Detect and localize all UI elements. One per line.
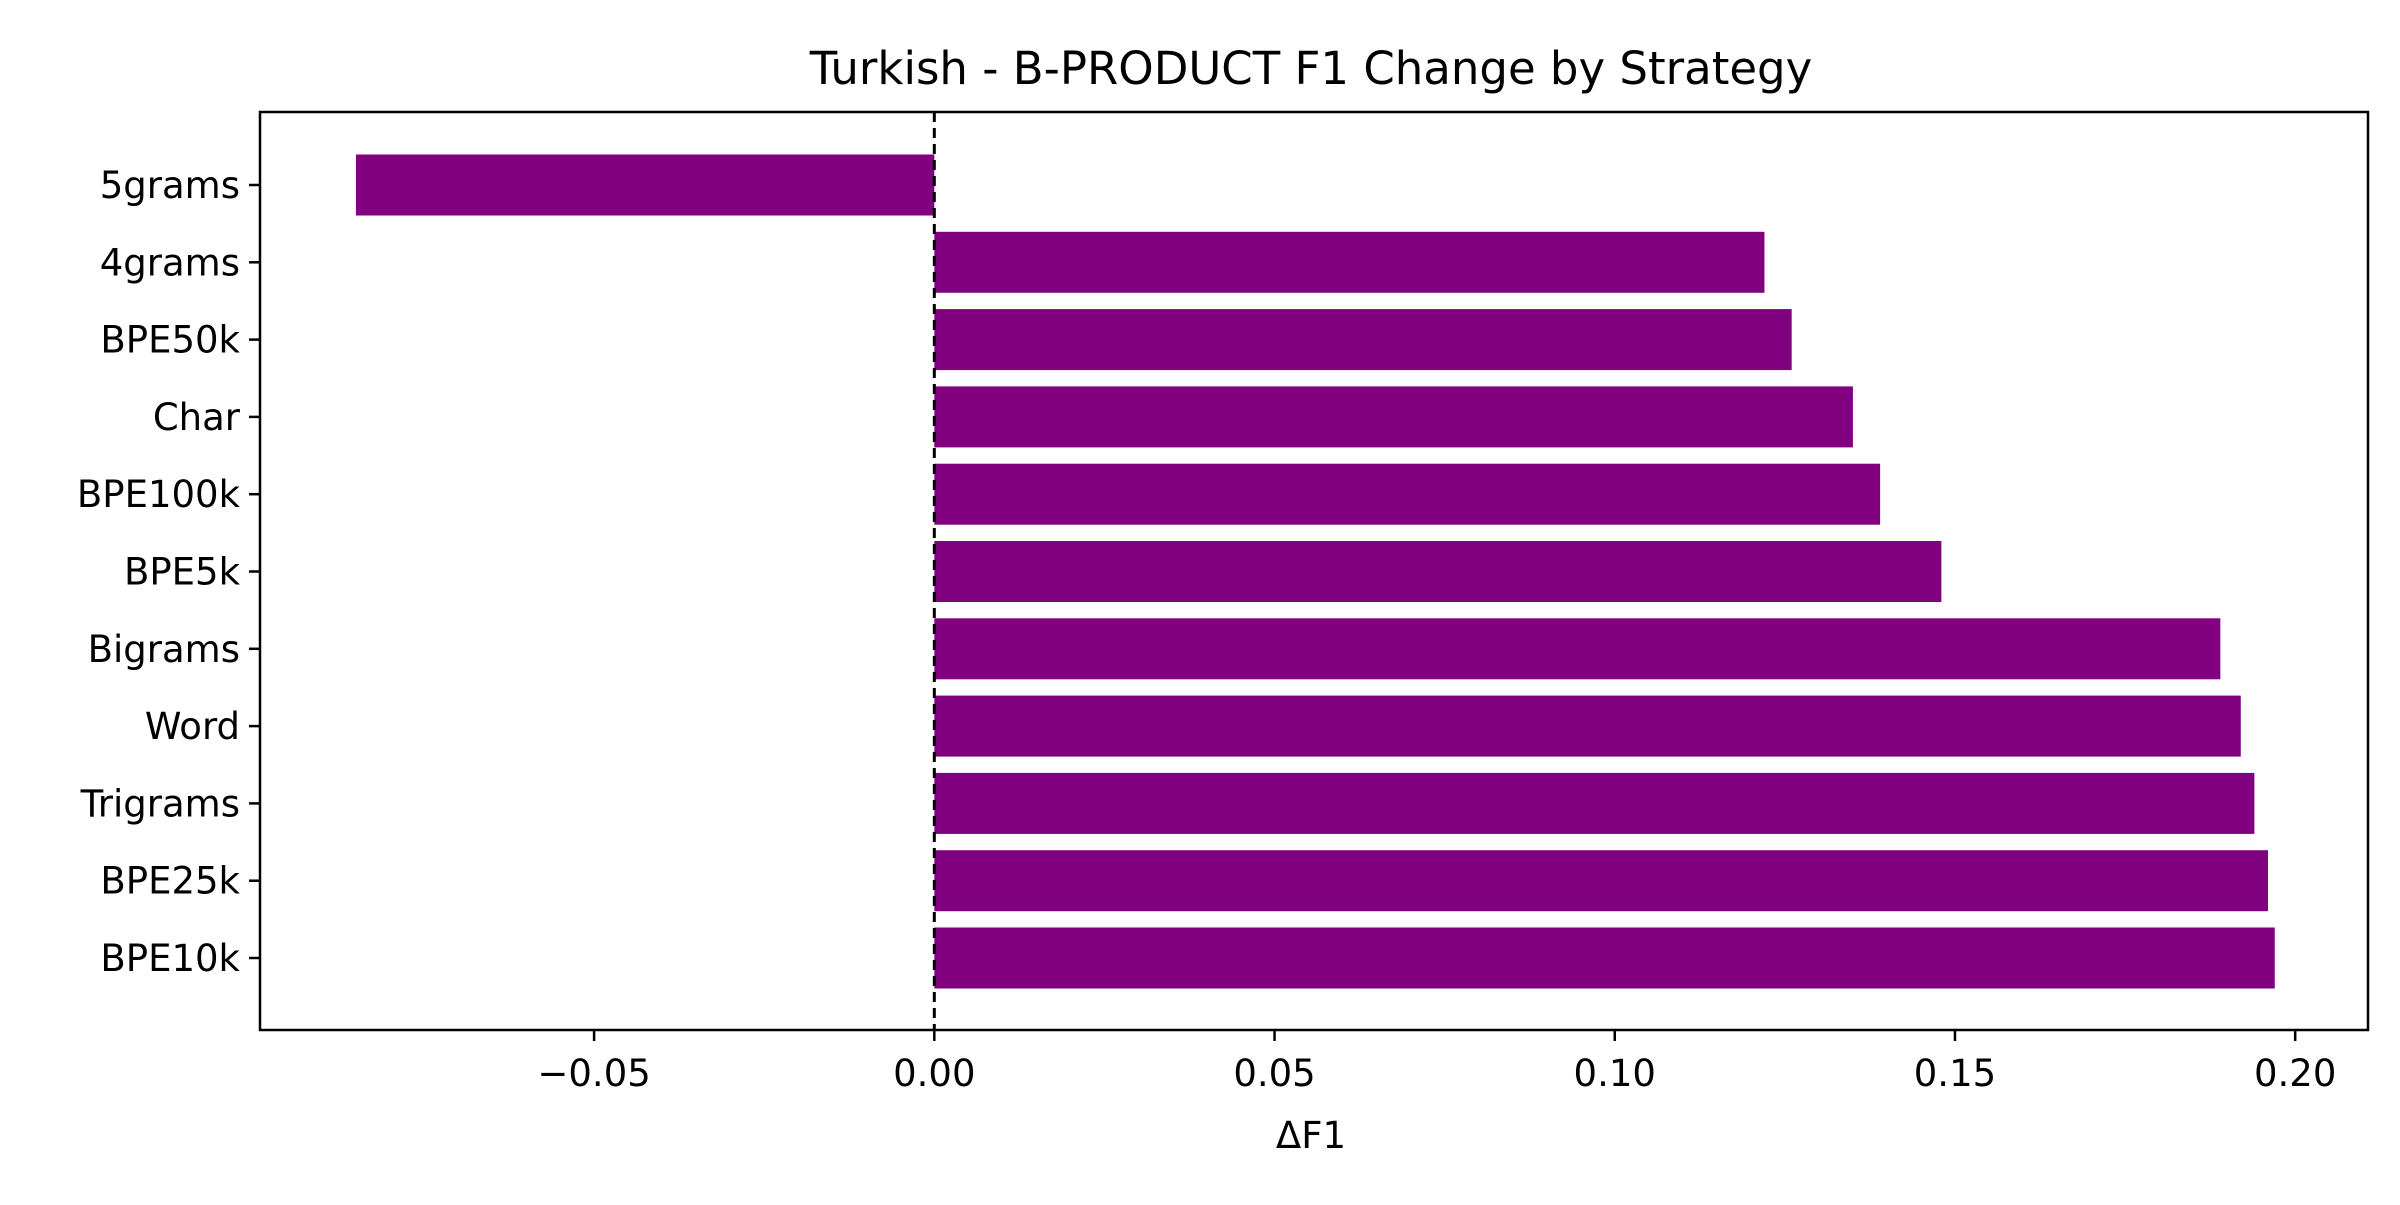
bar-bpe5k [934, 541, 1942, 602]
y-tick-label: 4grams [100, 241, 240, 284]
bar-trigrams [934, 772, 2255, 834]
bar-bigrams [934, 618, 2221, 680]
ticks-layer: 5grams 4grams BPE50k Char BPE100k BPE5k Bigram… [77, 164, 2337, 1095]
y-tick-label: 5grams [100, 164, 240, 207]
x-axis-label: ΔF1 [1276, 1114, 1346, 1157]
y-tick-label: Trigrams [80, 782, 240, 825]
y-tick-label: Word [145, 705, 240, 748]
bar-5grams [355, 154, 935, 216]
bar-bpe100k [934, 463, 1881, 525]
bar-bpe50k [934, 309, 1792, 371]
bar-bpe25k [934, 850, 2268, 912]
bar-4grams [934, 231, 1765, 293]
y-tick-label: BPE10k [100, 937, 240, 980]
bar-word [934, 695, 2241, 757]
x-tick-label: 0.10 [1574, 1052, 1656, 1095]
bars-layer [355, 154, 2275, 989]
plot-frame [258, 110, 2370, 1032]
x-tick-label: 0.15 [1914, 1052, 1996, 1095]
x-tick-label: 0.00 [893, 1052, 975, 1095]
y-tick-label: BPE25k [100, 860, 240, 903]
y-tick-label: BPE100k [77, 473, 241, 516]
bar-char [934, 386, 1853, 448]
chart-title: Turkish - B-PRODUCT F1 Change by Strateg… [809, 42, 1813, 95]
y-tick-label: Bigrams [88, 628, 240, 671]
y-tick-label: BPE5k [124, 551, 241, 594]
bar-bpe10k [934, 927, 2275, 989]
x-tick-label: 0.20 [2254, 1052, 2336, 1095]
y-tick-label: BPE50k [100, 319, 240, 362]
x-tick-label: 0.05 [1233, 1052, 1315, 1095]
y-tick-label: Char [153, 396, 241, 439]
x-tick-label: −0.05 [537, 1052, 650, 1095]
